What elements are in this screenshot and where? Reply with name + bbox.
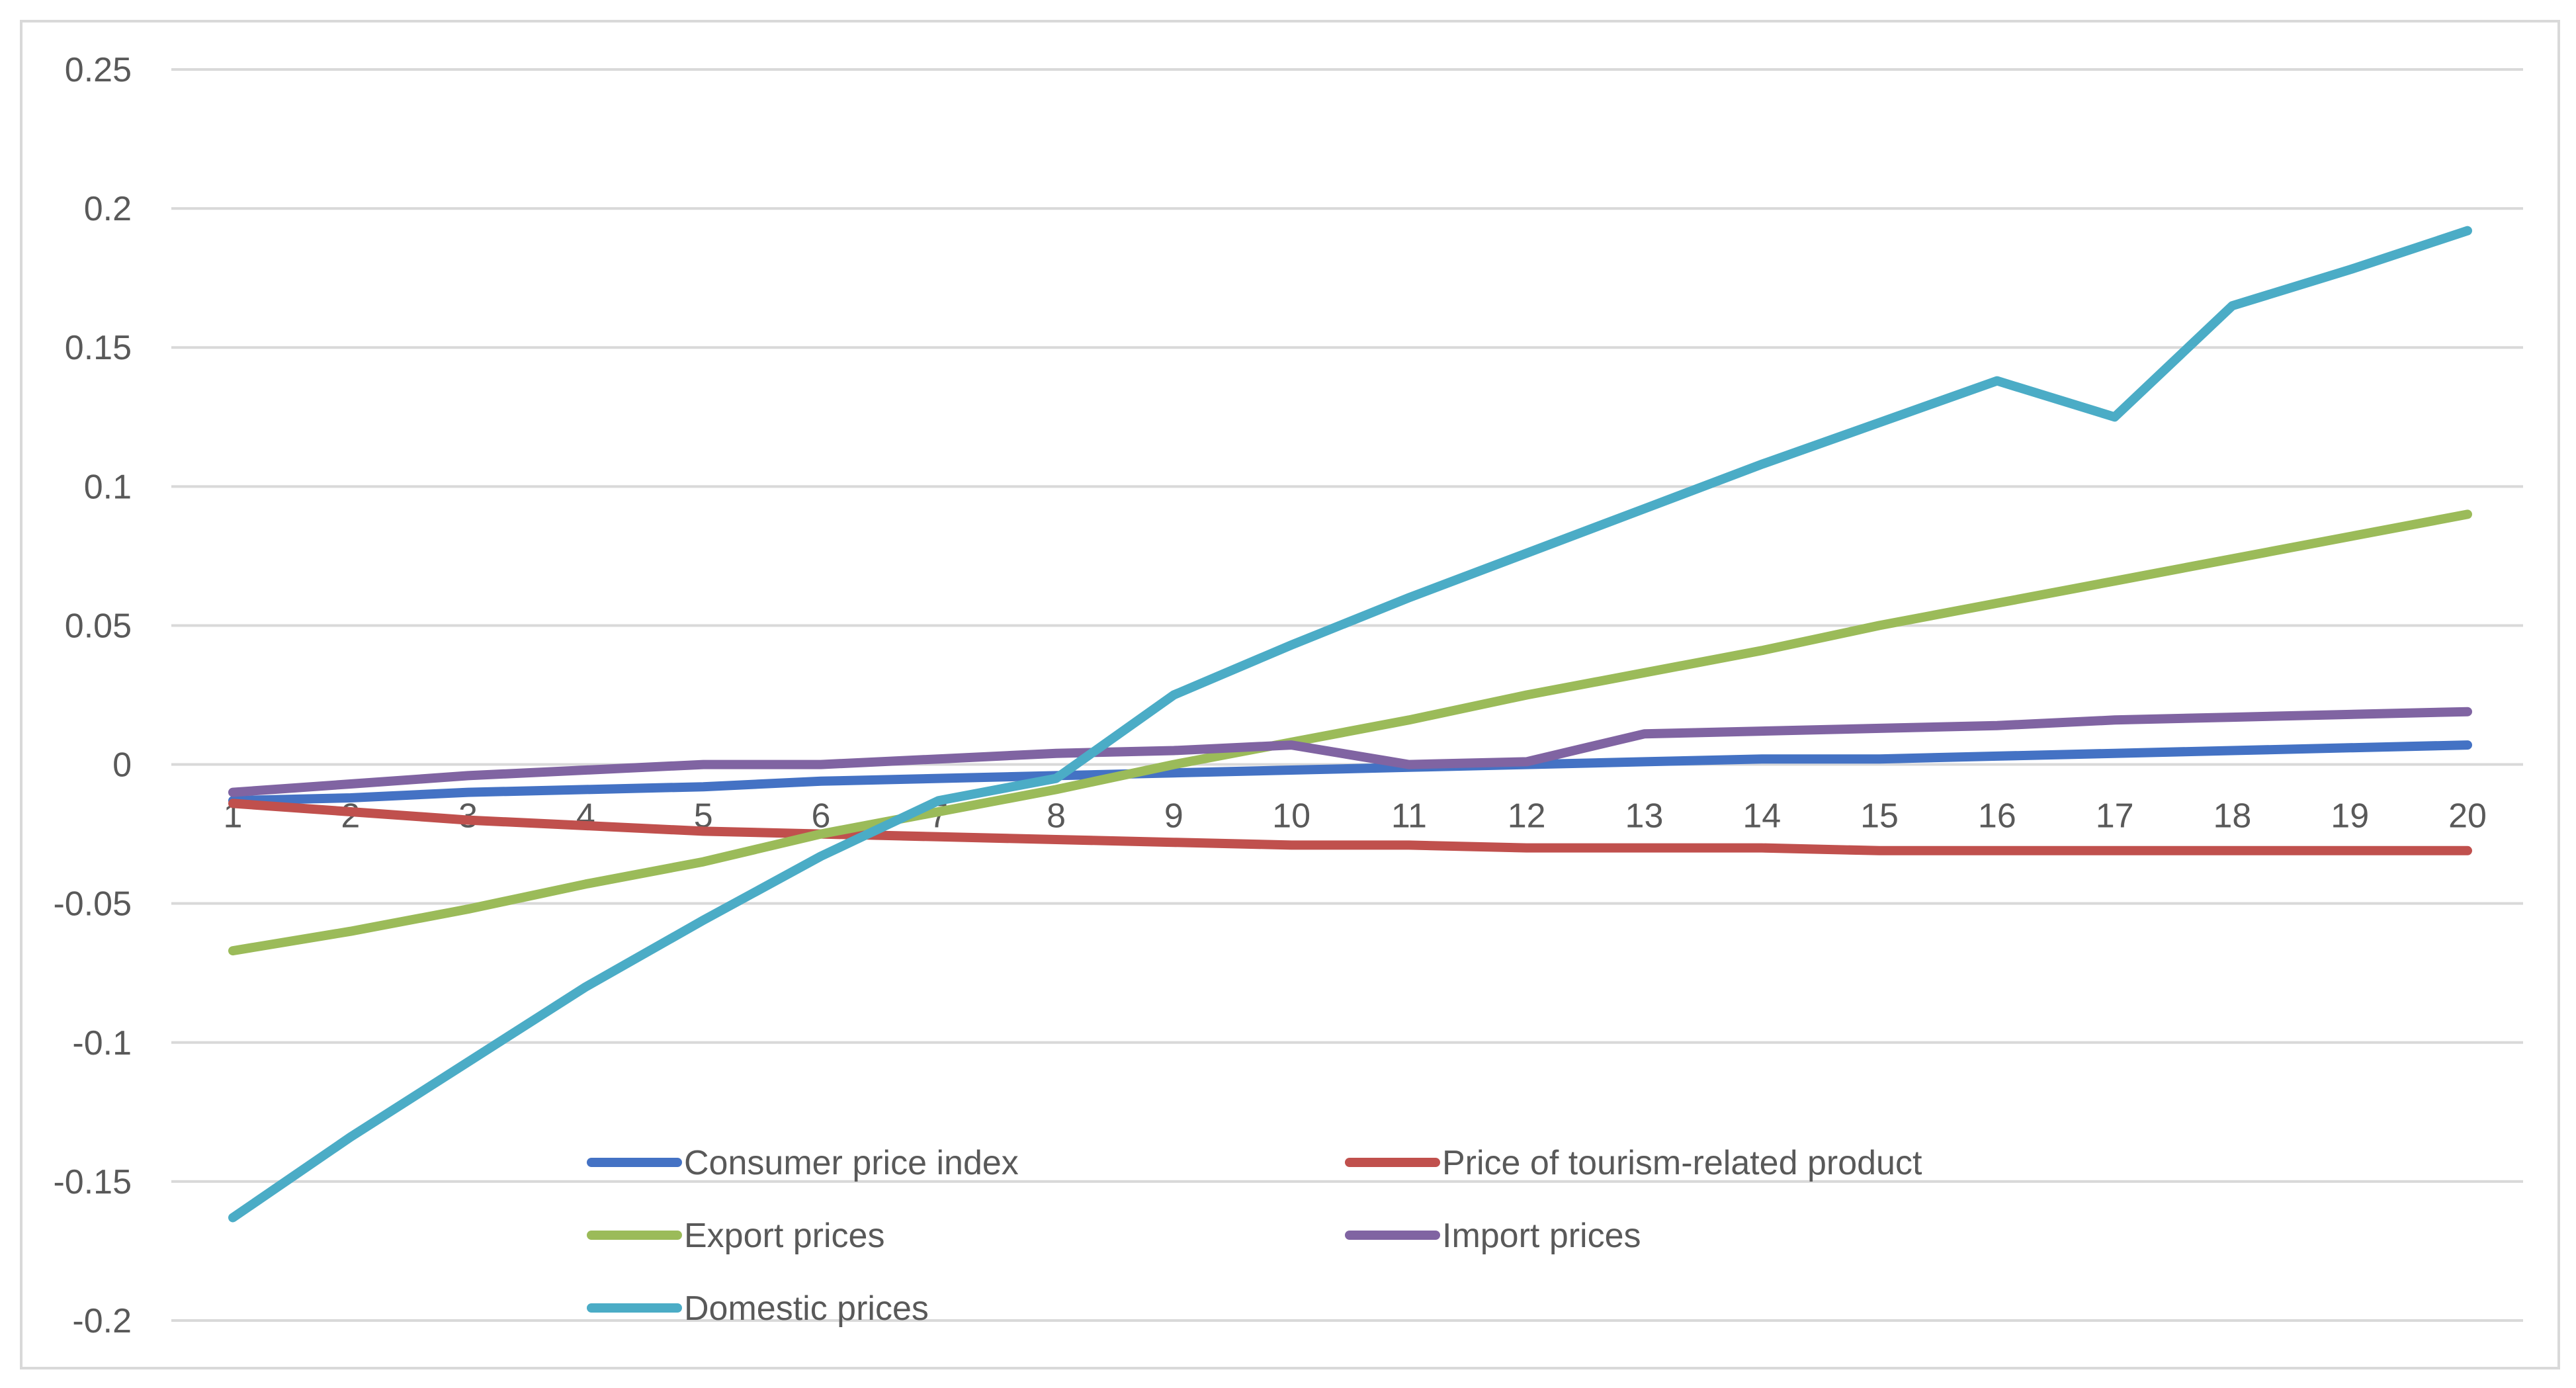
x-tick-label: 19 xyxy=(2331,797,2369,836)
y-tick-label: -0.1 xyxy=(72,1024,132,1063)
legend-label-export-prices: Export prices xyxy=(684,1217,884,1255)
legend-label-domestic-prices: Domestic prices xyxy=(684,1289,929,1328)
y-tick-label: 0.2 xyxy=(84,190,132,228)
y-tick-label: 0.1 xyxy=(84,468,132,506)
x-tick-label: 13 xyxy=(1625,797,1664,836)
legend-label-import-prices: Import prices xyxy=(1442,1217,1641,1255)
series-lines xyxy=(228,226,2472,1223)
x-tick-label: 17 xyxy=(2096,797,2134,836)
x-tick-label: 15 xyxy=(1860,797,1899,836)
x-tick-label: 11 xyxy=(1391,797,1427,836)
legend-label-consumer-price-index: Consumer price index xyxy=(684,1144,1019,1182)
series-line-price-of-tourism-related-product xyxy=(228,799,2472,855)
legend: Consumer price index Price of tourism-rel… xyxy=(587,1144,1922,1328)
x-tick-label: 10 xyxy=(1272,797,1310,836)
y-tick-label: 0 xyxy=(112,746,132,785)
x-tick-label: 8 xyxy=(1047,797,1066,836)
y-tick-label: -0.05 xyxy=(53,885,132,924)
x-tick-label: 20 xyxy=(2448,797,2487,836)
series-line-domestic-prices xyxy=(228,226,2472,1223)
y-tick-label: 0.25 xyxy=(65,51,132,89)
series-line-export-prices xyxy=(228,509,2472,956)
y-tick-label: 0.05 xyxy=(65,607,132,645)
x-tick-label: 9 xyxy=(1164,797,1183,836)
x-axis-ticks: 1 2 3 4 5 6 7 8 9 10 11 12 13 14 15 16 17 18 19 20 xyxy=(224,797,2487,836)
x-tick-label: 12 xyxy=(1508,797,1546,836)
y-tick-label: -0.2 xyxy=(72,1302,132,1340)
y-axis-ticks: -0.2 -0.15 -0.1 -0.05 0 0.05 0.1 0.15 0.2 0.25 xyxy=(53,51,132,1340)
gridlines xyxy=(171,68,2523,1322)
series-line-import-prices xyxy=(228,707,2472,797)
series-line-consumer-price-index xyxy=(228,740,2472,806)
x-tick-label: 14 xyxy=(1742,797,1781,836)
x-tick-label: 18 xyxy=(2213,797,2251,836)
legend-label-price-of-tourism-related-product: Price of tourism-related product xyxy=(1442,1144,1922,1182)
x-tick-label: 16 xyxy=(1978,797,2016,836)
y-tick-label: 0.15 xyxy=(65,329,132,367)
y-tick-label: -0.15 xyxy=(53,1163,132,1201)
